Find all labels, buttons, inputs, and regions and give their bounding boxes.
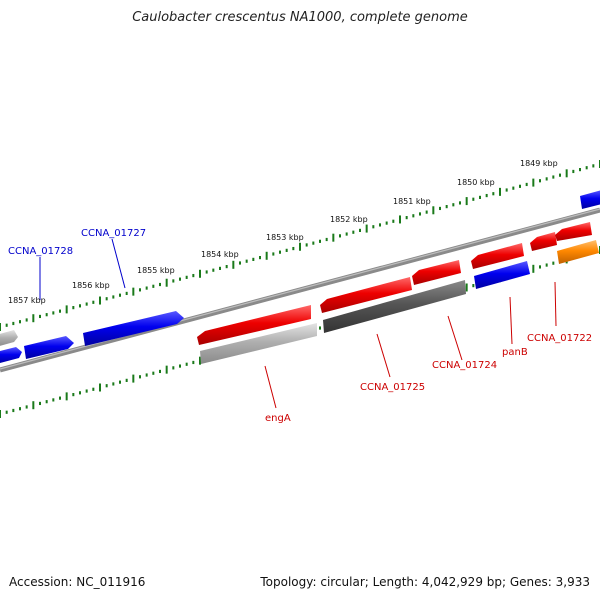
gene-panb[interactable] [471, 243, 524, 269]
gene-labels: CCNA_01728 CCNA_01727 engA CCNA_01725 CC… [8, 228, 592, 424]
gene-label-ccna-01728[interactable]: CCNA_01728 [8, 246, 73, 257]
gene-blue-left-partial[interactable] [0, 347, 22, 364]
gene-blue-right-partial[interactable] [580, 190, 600, 209]
gene-ccna-01728[interactable] [24, 336, 74, 359]
gene-label-ccna-01722[interactable]: CCNA_01722 [527, 333, 592, 344]
gene-ccna-01724[interactable] [412, 260, 461, 285]
gene-red-small[interactable] [530, 232, 557, 251]
scale-label-1851: 1851 kbp [393, 197, 431, 206]
connector-enga [264, 365, 277, 409]
gene-label-enga[interactable]: engA [265, 413, 291, 424]
connector-ccna-01727 [111, 238, 126, 289]
plus-strand-track [0, 190, 600, 364]
gene-ccna-01722[interactable] [555, 222, 592, 241]
accession-text: Accession: NC_011916 [9, 575, 146, 589]
minus-strand-track [197, 222, 599, 364]
scale-labels: 1849 kbp 1850 kbp 1851 kbp 1852 kbp 1853… [8, 159, 558, 305]
scale-label-1855: 1855 kbp [137, 266, 175, 275]
scale-label-1853: 1853 kbp [266, 233, 304, 242]
gene-grey-left-partial[interactable] [0, 330, 18, 347]
scale-label-1854: 1854 kbp [201, 250, 239, 259]
scale-label-1856: 1856 kbp [72, 281, 110, 290]
gene-label-ccna-01725[interactable]: CCNA_01725 [360, 382, 425, 393]
genome-backbone [0, 207, 600, 373]
connector-ccna-01725 [376, 333, 391, 378]
map-title: Caulobacter crescentus NA1000, complete … [132, 10, 468, 25]
connector-ccna-01722 [554, 281, 557, 327]
genome-backbone-highlight [0, 208, 600, 370]
label-connectors [39, 238, 557, 409]
gene-enga[interactable] [197, 305, 311, 345]
gene-ccna-01725-pseudo[interactable] [323, 280, 466, 333]
genome-summary-text: Topology: circular; Length: 4,042,929 bp… [260, 575, 590, 589]
connector-panb [509, 296, 513, 345]
scale-label-1852: 1852 kbp [330, 215, 368, 224]
scale-label-1849: 1849 kbp [520, 159, 558, 168]
gene-label-ccna-01724[interactable]: CCNA_01724 [432, 360, 497, 371]
gene-enga-pseudo[interactable] [200, 323, 317, 364]
gene-ccna-01722-orange[interactable] [557, 240, 599, 264]
gene-panb-plus[interactable] [474, 261, 530, 289]
gene-ccna-01727[interactable] [83, 311, 184, 346]
gene-label-panb[interactable]: panB [502, 347, 528, 358]
gene-ccna-01725[interactable] [320, 277, 412, 313]
connector-ccna-01724 [447, 315, 463, 361]
scale-label-1850: 1850 kbp [457, 178, 495, 187]
gene-label-ccna-01727[interactable]: CCNA_01727 [81, 228, 146, 239]
scale-track-outer [0, 160, 600, 331]
scale-label-1857: 1857 kbp [8, 296, 46, 305]
